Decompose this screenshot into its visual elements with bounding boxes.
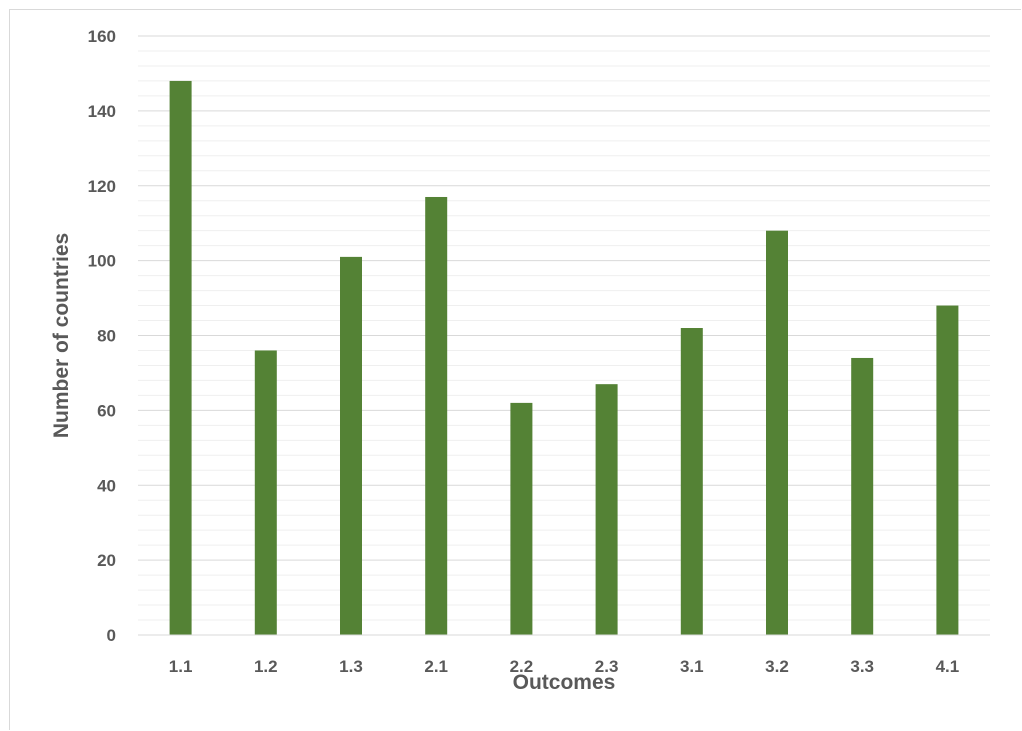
bar-2.3 — [596, 384, 618, 635]
x-tick-label: 4.1 — [936, 657, 960, 676]
y-tick-label: 0 — [107, 626, 116, 645]
x-tick-label: 2.1 — [424, 657, 448, 676]
y-tick-label: 140 — [88, 102, 116, 121]
bar-4.1 — [936, 306, 958, 635]
y-tick-label: 100 — [88, 252, 116, 271]
y-axis-tick-labels: 0 20 40 60 80 100 120 140 160 — [88, 27, 116, 645]
y-tick-label: 160 — [88, 27, 116, 46]
x-tick-label: 3.1 — [680, 657, 704, 676]
x-axis-title: Outcomes — [513, 671, 616, 694]
y-tick-label: 80 — [97, 327, 116, 346]
bar-1.3 — [340, 257, 362, 635]
bar-3.2 — [766, 231, 788, 635]
x-tick-label: 3.2 — [765, 657, 789, 676]
x-tick-label: 1.3 — [339, 657, 363, 676]
y-tick-label: 60 — [97, 401, 116, 420]
y-tick-label: 20 — [97, 551, 116, 570]
y-axis-title: Number of countries — [50, 233, 73, 438]
bars — [170, 81, 959, 635]
x-tick-label: 1.1 — [169, 657, 193, 676]
bar-1.2 — [255, 350, 277, 635]
bar-3.1 — [681, 328, 703, 635]
y-tick-label: 120 — [88, 177, 116, 196]
bar-2.1 — [425, 197, 447, 635]
bar-3.3 — [851, 358, 873, 635]
bar-1.1 — [170, 81, 192, 635]
x-tick-label: 3.3 — [850, 657, 874, 676]
bar-2.2 — [510, 403, 532, 635]
x-tick-label: 1.2 — [254, 657, 278, 676]
y-tick-label: 40 — [97, 476, 116, 495]
